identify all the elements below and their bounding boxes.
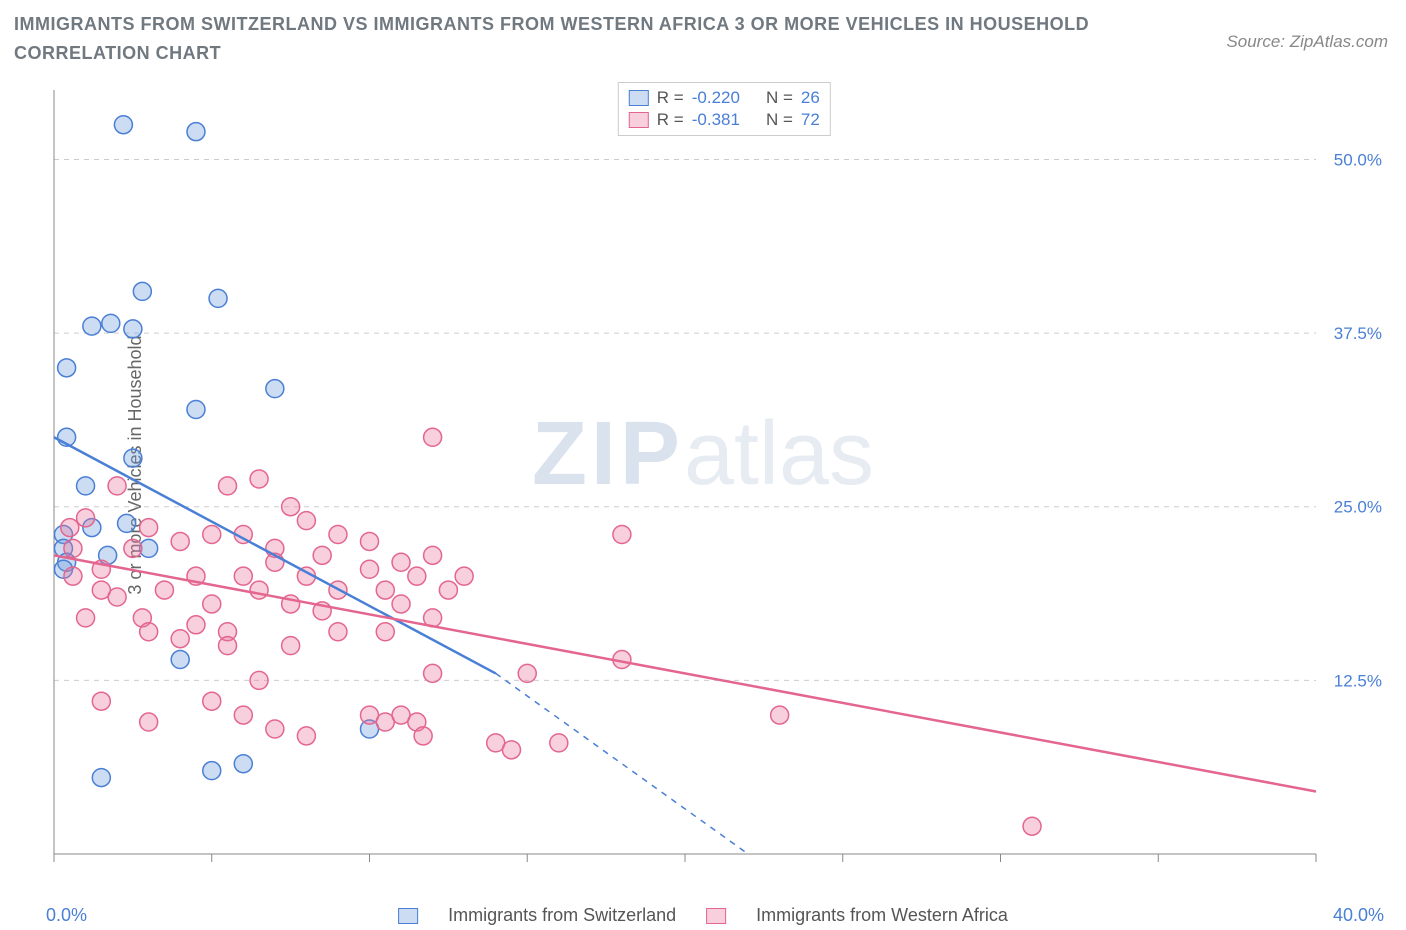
swatch-blue-icon (398, 908, 418, 924)
legend-label: Immigrants from Western Africa (756, 905, 1008, 926)
chart-svg: 12.5% 25.0% 37.5% 50.0% (40, 80, 1386, 870)
r-label: R = (657, 88, 684, 108)
r-value: -0.220 (692, 88, 740, 108)
swatch-pink-icon (706, 908, 726, 924)
svg-text:50.0%: 50.0% (1334, 150, 1382, 169)
r-value: -0.381 (692, 110, 740, 130)
x-axis-max-label: 40.0% (1333, 905, 1384, 926)
chart-title: IMMIGRANTS FROM SWITZERLAND VS IMMIGRANT… (14, 10, 1134, 68)
swatch-pink-icon (629, 112, 649, 128)
chart-plot-area: 12.5% 25.0% 37.5% 50.0% (40, 80, 1386, 870)
correlation-legend: R = -0.220 N = 26 R = -0.381 N = 72 (618, 82, 831, 136)
legend-row: R = -0.381 N = 72 (629, 109, 820, 131)
swatch-blue-icon (629, 90, 649, 106)
r-label: R = (657, 110, 684, 130)
series-legend: Immigrants from Switzerland Immigrants f… (398, 905, 1008, 926)
x-axis-origin-label: 0.0% (46, 905, 87, 926)
source-attribution: Source: ZipAtlas.com (1226, 32, 1388, 52)
svg-text:37.5%: 37.5% (1334, 324, 1382, 343)
svg-text:25.0%: 25.0% (1334, 498, 1382, 517)
n-value: 72 (801, 110, 820, 130)
legend-label: Immigrants from Switzerland (448, 905, 676, 926)
n-label: N = (766, 110, 793, 130)
legend-row: R = -0.220 N = 26 (629, 87, 820, 109)
n-label: N = (766, 88, 793, 108)
svg-text:12.5%: 12.5% (1334, 671, 1382, 690)
n-value: 26 (801, 88, 820, 108)
